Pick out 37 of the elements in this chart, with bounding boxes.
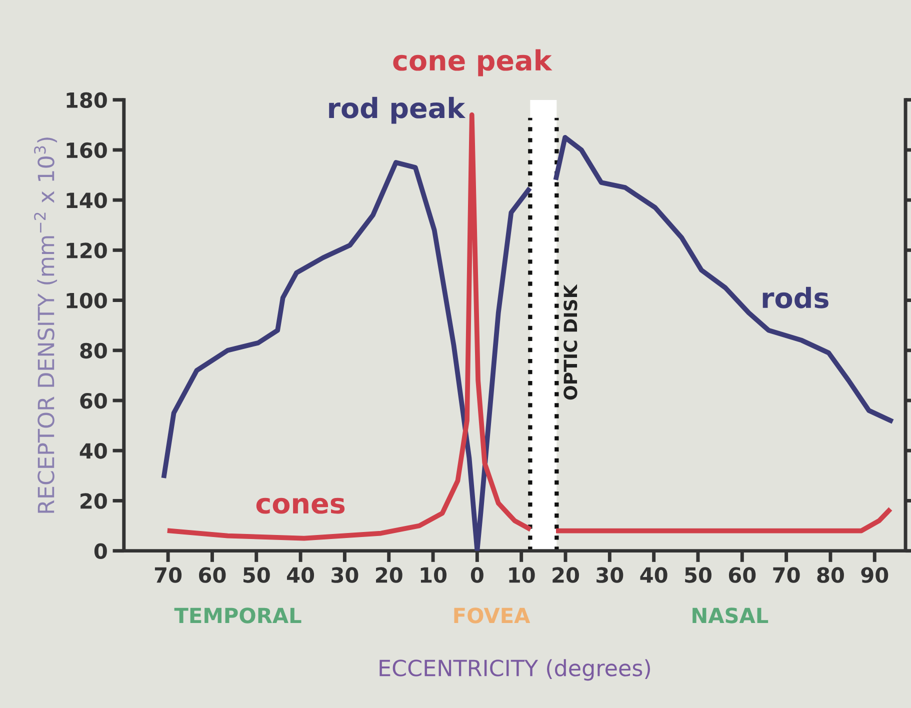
- y-tick-label: 100: [66, 292, 107, 308]
- x-tick-label: 60: [199, 567, 226, 583]
- x-tick-label: 70: [773, 567, 800, 583]
- text: FOVEA: [454, 608, 530, 624]
- x-tick-label: 30: [596, 567, 624, 583]
- x-tick-label: 10: [509, 567, 535, 583]
- x-tick-label: 30: [332, 567, 358, 583]
- y-tick-label: 160: [66, 142, 107, 158]
- annotation: cone peak: [393, 49, 552, 76]
- series-label: rods: [762, 286, 828, 308]
- series-label: cones: [256, 498, 345, 514]
- x-tick-label: 50: [685, 567, 712, 583]
- annotation: rod peak: [329, 96, 466, 124]
- x-tick-label: 0: [470, 567, 484, 583]
- y-tick-label: 60: [80, 392, 107, 409]
- y-tick-label: 0: [94, 543, 107, 560]
- x-tick-label: 10: [420, 567, 447, 583]
- x-tick-label: 70: [154, 567, 182, 583]
- text: NASAL: [692, 608, 768, 624]
- y-tick-label: 40: [80, 443, 107, 459]
- x-tick-label: 90: [861, 567, 888, 583]
- y-tick-label: 140: [66, 192, 107, 208]
- y-tick-label: 20: [80, 493, 107, 509]
- x-tick-label: 40: [640, 567, 668, 583]
- x-tick-label: 50: [243, 567, 270, 583]
- y-tick-label: 80: [80, 342, 107, 359]
- y-axis-title: RECEPTOR DENSITY (mm$^{−2}$ x 10$^{3}$): [34, 138, 58, 513]
- x-tick-label: 60: [728, 567, 756, 583]
- x-tick-label: 40: [286, 567, 314, 583]
- x-tick-label: 20: [552, 567, 579, 583]
- band-label: OPTIC DISK: [564, 284, 578, 400]
- x-tick-label: 20: [376, 567, 402, 583]
- y-tick-label: 180: [66, 92, 107, 108]
- y-tick-label: 120: [66, 242, 107, 258]
- text: TEMPORAL: [174, 608, 302, 624]
- x-tick-label: 80: [817, 567, 844, 583]
- x-axis-title: ECCENTRICITY (degrees): [380, 659, 650, 681]
